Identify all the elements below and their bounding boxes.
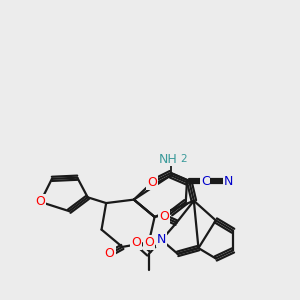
Text: O: O <box>105 247 115 260</box>
Text: NH: NH <box>159 153 178 166</box>
Text: O: O <box>144 236 154 249</box>
Text: O: O <box>35 195 45 208</box>
Text: N: N <box>157 233 166 247</box>
Text: N: N <box>224 175 233 188</box>
Text: O: O <box>147 176 157 189</box>
Text: O: O <box>159 210 169 224</box>
Text: C: C <box>201 175 210 188</box>
Text: 2: 2 <box>180 154 187 164</box>
Text: O: O <box>131 236 141 249</box>
